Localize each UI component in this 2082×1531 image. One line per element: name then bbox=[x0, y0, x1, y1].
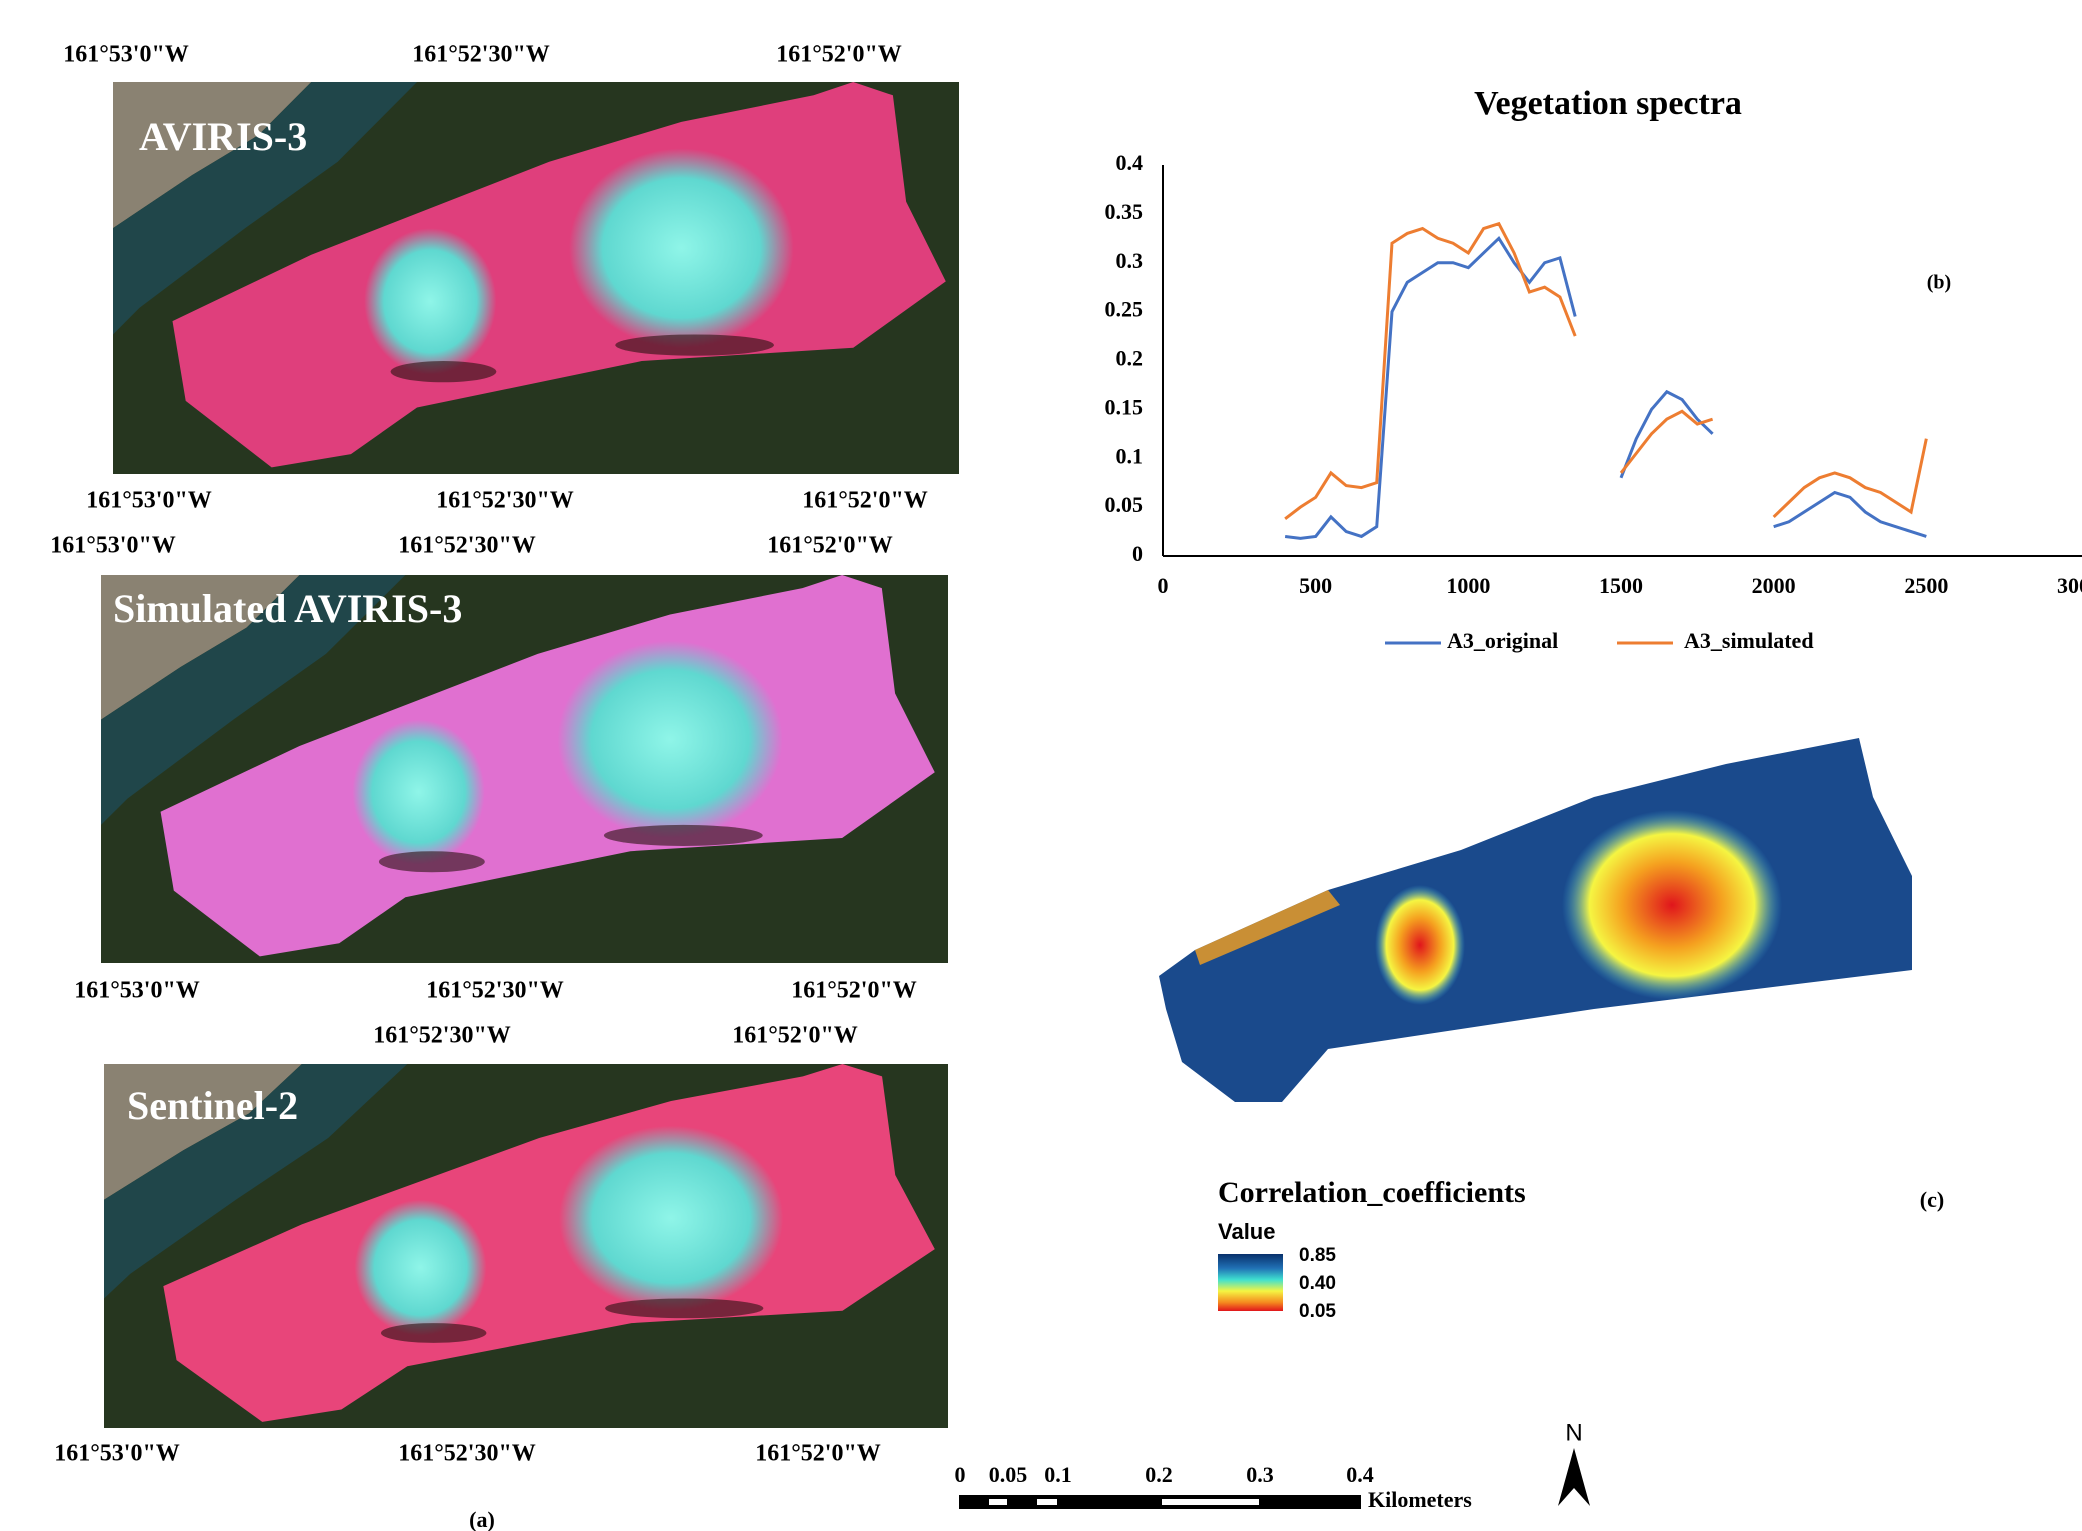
y-tick-label: 0.25 bbox=[1105, 297, 1144, 322]
scale-label: 0.3 bbox=[1246, 1462, 1274, 1487]
x-tick-label: 0 bbox=[1158, 573, 1169, 598]
scale-label: 0.4 bbox=[1346, 1462, 1374, 1487]
panel-label: (c) bbox=[1920, 1187, 1944, 1212]
coord-label: 161°53'0"W bbox=[50, 533, 176, 559]
legend-value: 0.85 bbox=[1299, 1245, 1336, 1266]
map-title: Sentinel-2 bbox=[127, 1083, 298, 1128]
y-tick-label: 0.4 bbox=[1116, 150, 1144, 175]
scale-label: 0.05 bbox=[989, 1462, 1028, 1487]
panel-label: (a) bbox=[469, 1507, 495, 1531]
corr-map bbox=[1159, 738, 1912, 1102]
coord-label: 161°52'0"W bbox=[755, 1441, 881, 1467]
chart-title: Vegetation spectra bbox=[1474, 85, 1742, 122]
scale-label: 0 bbox=[955, 1462, 966, 1487]
y-tick-label: 0.15 bbox=[1105, 394, 1144, 419]
x-tick-label: 2000 bbox=[1752, 573, 1796, 598]
x-tick-label: 500 bbox=[1299, 573, 1332, 598]
coord-label: 161°52'30"W bbox=[426, 978, 564, 1004]
north-label: N bbox=[1565, 1419, 1582, 1446]
y-tick-label: 0.05 bbox=[1105, 492, 1144, 517]
coord-label: 161°52'30"W bbox=[398, 533, 536, 559]
coord-label: 161°52'0"W bbox=[767, 533, 893, 559]
north-arrow bbox=[1558, 1448, 1590, 1506]
coord-label: 161°52'0"W bbox=[791, 978, 917, 1004]
y-tick-label: 0.3 bbox=[1116, 248, 1144, 273]
map-image bbox=[101, 575, 948, 963]
y-tick-label: 0.35 bbox=[1105, 199, 1144, 224]
y-tick-label: 0 bbox=[1132, 541, 1143, 566]
figure: Vegetation spectra(b)00.050.10.150.20.25… bbox=[0, 0, 2082, 1531]
coord-label: 161°52'0"W bbox=[802, 488, 928, 514]
x-tick-label: 2500 bbox=[1904, 573, 1948, 598]
coord-label: 161°53'0"W bbox=[63, 42, 189, 68]
scale-unit: Kilometers bbox=[1368, 1487, 1472, 1512]
panel-a bbox=[101, 82, 959, 1428]
scale-label: 0.1 bbox=[1044, 1462, 1072, 1487]
coord-label: 161°52'30"W bbox=[436, 488, 574, 514]
coord-label: 161°52'30"W bbox=[412, 42, 550, 68]
y-tick-label: 0.1 bbox=[1116, 443, 1144, 468]
x-tick-label: 1500 bbox=[1599, 573, 1643, 598]
legend-gradient bbox=[1218, 1254, 1283, 1311]
legend-label: A3_simulated bbox=[1684, 628, 1814, 653]
spectra-chart: Vegetation spectra (b) 0 0.05 0.1 0.15 0.2 0.25… bbox=[1105, 85, 2082, 653]
coord-label: 161°52'30"W bbox=[373, 1023, 511, 1049]
legend-value: 0.05 bbox=[1299, 1301, 1336, 1322]
map-title: Simulated AVIRIS-3 bbox=[113, 586, 462, 631]
coord-label: 161°52'0"W bbox=[776, 42, 902, 68]
page: {"panel_a":{"label":"(a)","maps":[ {"tit… bbox=[0, 0, 2082, 1531]
legend-title: Correlation_coefficients bbox=[1218, 1176, 1526, 1209]
y-tick-label: 0.2 bbox=[1116, 346, 1144, 371]
legend-subtitle: Value bbox=[1218, 1219, 1275, 1244]
x-tick-label: 3000 bbox=[2057, 573, 2082, 598]
legend-value: 0.40 bbox=[1299, 1273, 1336, 1294]
annotation: (b) bbox=[1927, 272, 1951, 294]
coord-label: 161°53'0"W bbox=[54, 1441, 180, 1467]
coord-label: 161°53'0"W bbox=[74, 978, 200, 1004]
coord-label: 161°53'0"W bbox=[86, 488, 212, 514]
coord-label: 161°52'0"W bbox=[732, 1023, 858, 1049]
coord-label: 161°52'30"W bbox=[398, 1441, 536, 1467]
map-title: AVIRIS-3 bbox=[139, 114, 307, 159]
legend-label: A3_original bbox=[1447, 628, 1558, 653]
scale-label: 0.2 bbox=[1145, 1462, 1173, 1487]
x-tick-label: 1000 bbox=[1446, 573, 1490, 598]
